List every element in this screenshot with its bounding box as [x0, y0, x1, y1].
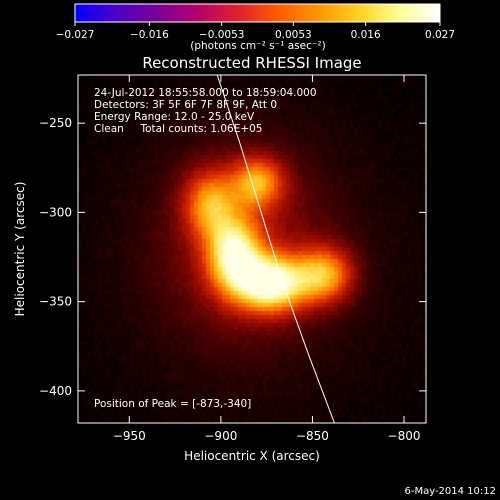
- x-tick-label: −800: [388, 429, 421, 443]
- footer-timestamp: 6-May-2014 10:12: [404, 486, 496, 497]
- colorbar-tick-label: 0.027: [425, 29, 455, 41]
- info-line-detectors: Detectors: 3F 5F 6F 7F 8F 9F, Att 0: [94, 99, 277, 111]
- colorbar-ticks: −0.027 −0.016 −0.0053 0.0053 0.016 0.027: [56, 22, 455, 41]
- y-tick-label: −250: [39, 116, 72, 130]
- colorbar-tick-label: −0.016: [130, 29, 169, 41]
- y-tick-label: −350: [39, 295, 72, 309]
- info-line-clean: Clean Total counts: 1.06E+05: [94, 123, 263, 135]
- colorbar-tick-label: 0.0053: [275, 29, 312, 41]
- x-tick-label: −900: [204, 429, 237, 443]
- axis-ticks: −950 −900 −850 −800 −400 −350 −300 −250: [39, 75, 426, 443]
- colorbar-tick-label: −0.027: [56, 29, 95, 41]
- info-line-time: 24-Jul-2012 18:55:58.000 to 18:59:04.000: [94, 87, 317, 99]
- colorbar: [74, 3, 441, 23]
- solar-limb-curve: [216, 75, 335, 423]
- heatmap-image: [78, 75, 426, 423]
- peak-position-label: Position of Peak = [-873,-340]: [94, 398, 251, 410]
- colorbar-tick-label: −0.0053: [199, 29, 245, 41]
- x-tick-label: −950: [113, 429, 146, 443]
- info-line-energy: Energy Range: 12.0 - 25.0 keV: [94, 111, 255, 123]
- y-axis-label: Heliocentric Y (arcsec): [13, 182, 27, 317]
- y-tick-label: −300: [39, 205, 72, 219]
- colorbar-unit: (photons cm⁻² s⁻¹ asec⁻²): [190, 40, 325, 52]
- y-tick-label: −400: [39, 384, 72, 398]
- x-axis-label: Heliocentric X (arcsec): [184, 449, 320, 463]
- colorbar-tick-label: 0.016: [351, 29, 381, 41]
- plot-frame: [77, 74, 427, 424]
- x-tick-label: −850: [296, 429, 329, 443]
- chart-title: Reconstructed RHESSI Image: [142, 54, 361, 72]
